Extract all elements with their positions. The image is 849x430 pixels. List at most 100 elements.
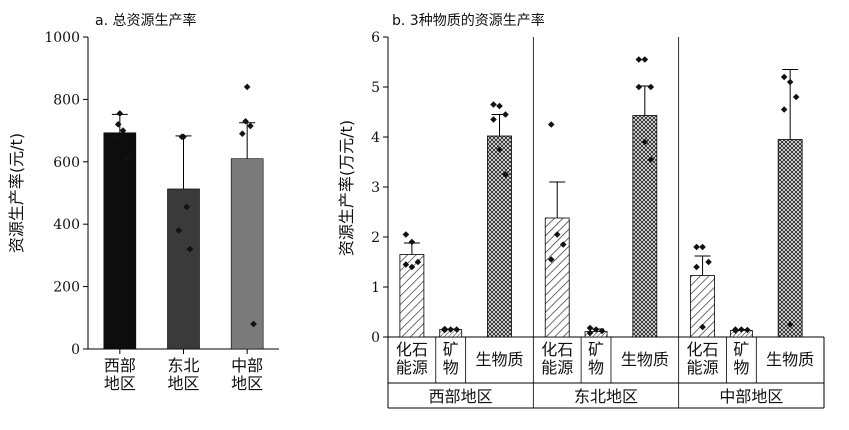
y-tick-label: 200 [53,280,80,296]
data-point [111,133,119,141]
data-point [242,117,249,125]
data-point [786,78,794,86]
y-tick-label: 800 [53,92,80,108]
data-point [647,156,655,163]
y-tick-label: 0 [71,342,80,358]
data-point [738,326,745,333]
data-point [502,111,509,118]
data-point [693,263,700,271]
data-point [122,155,130,162]
data-point [635,56,643,63]
chart-b-ylabel: 资源生产率(万元/t) [337,120,356,256]
data-point [792,93,800,101]
y-tick-label: 2 [371,230,380,246]
data-point [453,326,461,333]
x-tick-label: 中部地区 [231,356,263,393]
subcategory-label: 矿物 [443,340,459,377]
y-tick-label: 600 [53,155,80,171]
data-point [490,101,497,108]
bar [103,132,137,350]
x-tick-label: 东北地区 [167,356,199,393]
chart-a: a. 总资源生产率 0 200 400 600 800 1000 西部地区东北地区中部地区… [7,12,279,393]
data-point [183,203,190,211]
data-point [116,110,124,117]
data-point [175,227,182,234]
chart-b-bars [399,69,803,338]
data-point [647,83,655,91]
subcategory-label: 生物质 [621,350,669,369]
bar [487,135,512,338]
subcategory-label: 生物质 [475,350,523,369]
y-tick-label: 1000 [44,30,80,46]
group-label: 西部地区 [429,387,493,406]
bar [777,139,803,338]
x-tick-label: 西部地区 [104,356,136,393]
chart-a-bars [103,113,264,350]
data-point [243,83,251,91]
data-point [732,327,739,334]
data-point [693,243,700,251]
data-point [705,258,712,266]
y-tick-label: 6 [371,30,380,46]
bar [230,158,264,350]
data-point [441,326,449,334]
data-point [559,241,567,248]
data-point [547,256,555,263]
data-point [699,323,706,331]
chart-a-points [111,83,257,328]
subcategory-label: 生物质 [766,350,814,369]
data-point [402,261,410,268]
data-point [547,121,555,128]
data-point [786,321,794,328]
chart-a-ylabel: 资源生产率(元/t) [7,133,26,253]
data-point [780,73,788,81]
y-tick-label: 5 [371,80,380,96]
chart-b-points [402,56,800,337]
data-point [496,146,503,153]
data-point [744,326,751,334]
data-point [119,127,127,134]
data-point [502,171,509,178]
group-label: 中部地区 [719,387,783,406]
data-point [586,329,594,337]
data-point [780,106,788,113]
y-tick-label: 1 [371,280,380,296]
data-point [186,245,194,253]
data-point [586,324,594,332]
data-point [239,130,246,138]
chart-a-title: a. 总资源生产率 [95,12,196,29]
data-point [553,231,561,238]
y-tick-label: 400 [53,217,80,233]
data-point [496,102,503,110]
data-point [641,138,649,146]
data-point [114,121,122,128]
data-point [402,231,410,238]
chart-b-title: b. 3种物质的资源生产率 [392,12,545,29]
data-point [635,83,643,91]
data-point [178,133,186,141]
subcategory-label: 矿物 [588,340,604,377]
data-point [447,326,455,333]
bar [632,115,658,338]
y-tick-label: 4 [371,130,380,146]
y-tick-label: 3 [371,180,380,196]
data-point [247,122,254,130]
subcategory-label: 化石能源 [687,340,719,377]
data-point [641,56,649,63]
data-point [490,116,497,123]
subcategory-label: 化石能源 [396,340,428,377]
data-point [408,263,416,271]
chart-a-axes: 0 200 400 600 800 1000 [44,30,279,358]
data-point [408,238,416,246]
data-point [414,258,422,266]
data-point [598,327,606,335]
subcategory-label: 化石能源 [541,340,573,377]
data-point [699,243,706,251]
y-tick-label: 0 [371,330,380,346]
data-point [592,326,600,333]
data-point [250,320,257,328]
